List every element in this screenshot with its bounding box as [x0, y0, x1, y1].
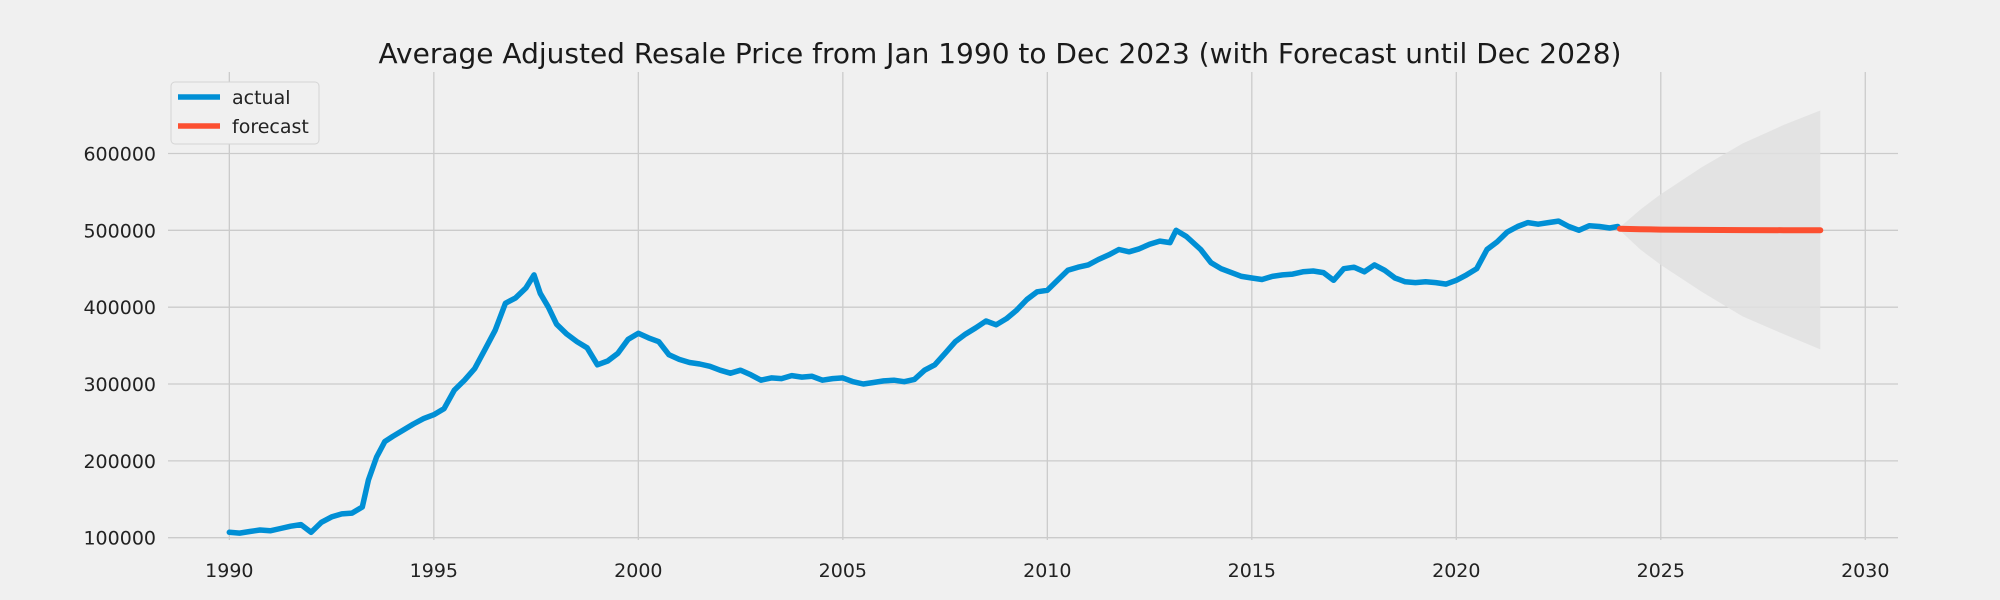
legend-label-actual: actual [232, 87, 291, 109]
y-tick-label: 500000 [83, 220, 156, 242]
y-tick-label: 100000 [83, 528, 156, 550]
x-tick-label: 1990 [205, 560, 253, 582]
series-line-forecast [1616, 225, 1824, 234]
x-axis-ticks: 1990 1995 2000 2005 2010 2015 2020 2025 2030 [205, 560, 1889, 582]
y-axis-ticks: 100000 200000 300000 400000 500000 600000 [83, 143, 156, 549]
x-tick-label: 2010 [1023, 560, 1071, 582]
x-tick-label: 2015 [1228, 560, 1276, 582]
x-tick-label: 2005 [819, 560, 867, 582]
x-tick-label: 1995 [410, 560, 458, 582]
x-tick-label: 2000 [614, 560, 662, 582]
y-tick-label: 300000 [83, 374, 156, 396]
grid-lines [168, 72, 1898, 540]
series-layer [226, 218, 1824, 536]
x-tick-label: 2020 [1432, 560, 1480, 582]
x-tick-label: 2030 [1841, 560, 1889, 582]
chart-title: Average Adjusted Resale Price from Jan 1… [379, 37, 1622, 70]
legend-label-forecast: forecast [232, 116, 309, 138]
legend: actual forecast [170, 81, 320, 145]
x-tick-label: 2025 [1637, 560, 1685, 582]
y-tick-label: 600000 [83, 143, 156, 165]
series-line-actual [226, 218, 1621, 536]
y-tick-label: 400000 [83, 297, 156, 319]
y-tick-label: 200000 [83, 451, 156, 473]
